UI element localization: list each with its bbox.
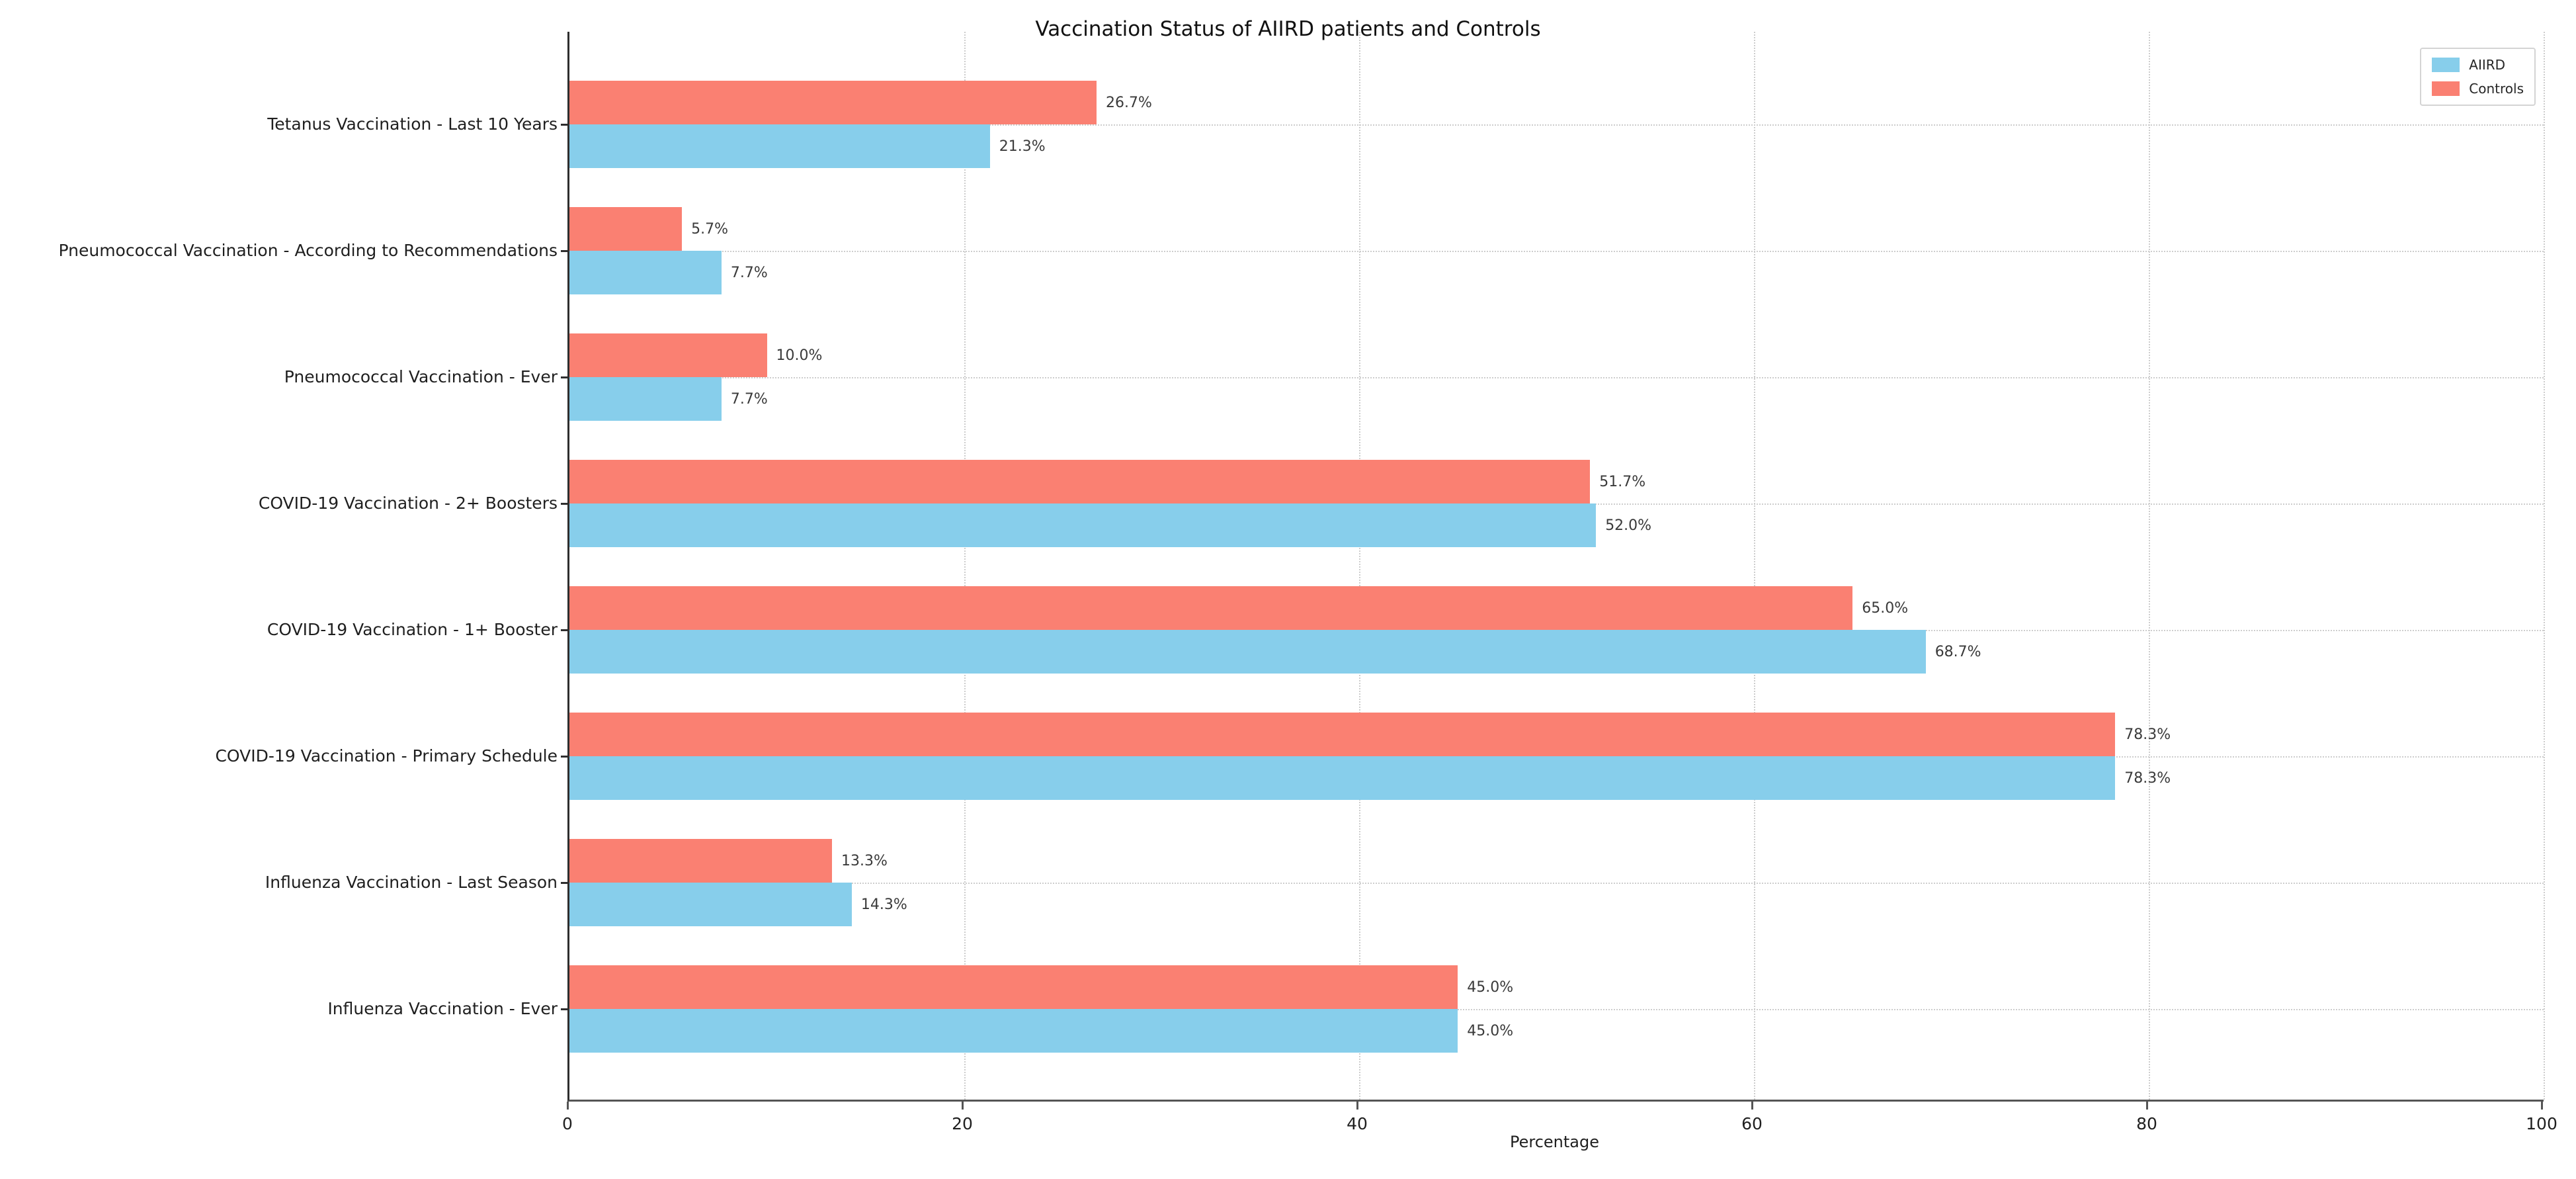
category-label-4: COVID-19 Vaccination - 1+ Booster: [267, 620, 558, 639]
bar-value-controls-3: 51.7%: [1599, 473, 1646, 490]
legend-item-controls: Controls: [2432, 81, 2524, 97]
legend-item-aiird: AIIRD: [2432, 57, 2524, 73]
x-tick-label-20: 20: [952, 1114, 973, 1133]
bar-controls-0: [569, 81, 1097, 124]
x-axis-label: Percentage: [1509, 1133, 1599, 1151]
category-label-2: Pneumococcal Vaccination - Ever: [284, 367, 558, 386]
x-tick-label-40: 40: [1347, 1114, 1368, 1133]
y-tick-mark-6: [561, 882, 567, 884]
legend: AIIRD Controls: [2420, 48, 2536, 106]
y-tick-mark-5: [561, 756, 567, 758]
category-label-1: Pneumococcal Vaccination - According to …: [58, 241, 558, 260]
bar-value-controls-7: 45.0%: [1467, 979, 1514, 996]
x-gridline-60: [1754, 32, 1755, 1100]
x-tick-mark-60: [1751, 1102, 1753, 1110]
y-gridline-7: [569, 1009, 2544, 1010]
bar-value-aiird-3: 52.0%: [1605, 517, 1652, 534]
bar-value-controls-0: 26.7%: [1105, 94, 1152, 111]
bar-controls-6: [569, 839, 832, 883]
bar-value-aiird-0: 21.3%: [999, 138, 1046, 155]
x-tick-label-80: 80: [2136, 1114, 2157, 1133]
y-tick-mark-7: [561, 1008, 567, 1010]
category-label-7: Influenza Vaccination - Ever: [327, 999, 558, 1018]
y-tick-mark-3: [561, 503, 567, 505]
bar-value-aiird-4: 68.7%: [1934, 643, 1981, 660]
x-tick-mark-0: [567, 1102, 569, 1110]
x-tick-mark-80: [2146, 1102, 2148, 1110]
bar-value-controls-5: 78.3%: [2124, 726, 2171, 743]
y-tick-mark-0: [561, 124, 567, 126]
bar-value-controls-1: 5.7%: [691, 220, 729, 238]
y-tick-mark-4: [561, 629, 567, 631]
category-label-3: COVID-19 Vaccination - 2+ Boosters: [258, 494, 558, 513]
x-gridline-20: [964, 32, 966, 1100]
bar-controls-2: [569, 333, 767, 377]
category-label-5: COVID-19 Vaccination - Primary Schedule: [215, 746, 558, 765]
legend-swatch-aiird: [2432, 58, 2460, 72]
y-gridline-6: [569, 883, 2544, 884]
bar-aiird-6: [569, 883, 852, 926]
y-gridline-2: [569, 377, 2544, 378]
y-gridline-0: [569, 124, 2544, 126]
bar-controls-3: [569, 460, 1591, 503]
x-tick-label-60: 60: [1741, 1114, 1763, 1133]
bar-value-aiird-7: 45.0%: [1467, 1022, 1514, 1039]
bar-controls-5: [569, 713, 2116, 756]
x-gridline-40: [1359, 32, 1360, 1100]
bar-aiird-0: [569, 124, 990, 168]
category-label-6: Influenza Vaccination - Last Season: [265, 873, 558, 892]
bar-value-controls-4: 65.0%: [1862, 599, 1909, 617]
bar-controls-1: [569, 207, 683, 251]
bar-aiird-2: [569, 377, 722, 421]
x-tick-mark-20: [962, 1102, 964, 1110]
y-tick-mark-2: [561, 376, 567, 378]
legend-label-aiird: AIIRD: [2469, 57, 2506, 73]
x-tick-label-100: 100: [2526, 1114, 2557, 1133]
x-gridline-100: [2544, 32, 2545, 1100]
bar-value-aiird-1: 7.7%: [730, 264, 768, 281]
chart-title: Vaccination Status of AIIRD patients and…: [1035, 17, 1541, 41]
bar-value-controls-2: 10.0%: [776, 347, 823, 364]
bar-aiird-3: [569, 503, 1597, 547]
plot-area: AIIRD Controls 26.7% 21.3% 5.7% 7.7% 10.0% 7.…: [567, 32, 2545, 1102]
bar-value-aiird-5: 78.3%: [2124, 769, 2171, 787]
x-tick-mark-40: [1356, 1102, 1358, 1110]
bar-controls-7: [569, 965, 1458, 1009]
x-tick-mark-100: [2541, 1102, 2543, 1110]
y-gridline-1: [569, 251, 2544, 252]
x-tick-label-0: 0: [562, 1114, 573, 1133]
bar-aiird-4: [569, 630, 1926, 674]
y-tick-mark-1: [561, 250, 567, 252]
legend-label-controls: Controls: [2469, 81, 2524, 97]
bar-controls-4: [569, 586, 1853, 630]
legend-swatch-controls: [2432, 81, 2460, 96]
bar-aiird-5: [569, 756, 2116, 800]
bar-value-aiird-6: 14.3%: [860, 896, 907, 913]
bar-value-controls-6: 13.3%: [841, 852, 888, 869]
x-gridline-80: [2149, 32, 2150, 1100]
category-label-0: Tetanus Vaccination - Last 10 Years: [267, 114, 558, 134]
bar-aiird-7: [569, 1009, 1458, 1053]
bar-aiird-1: [569, 251, 722, 294]
bar-value-aiird-2: 7.7%: [730, 390, 768, 408]
